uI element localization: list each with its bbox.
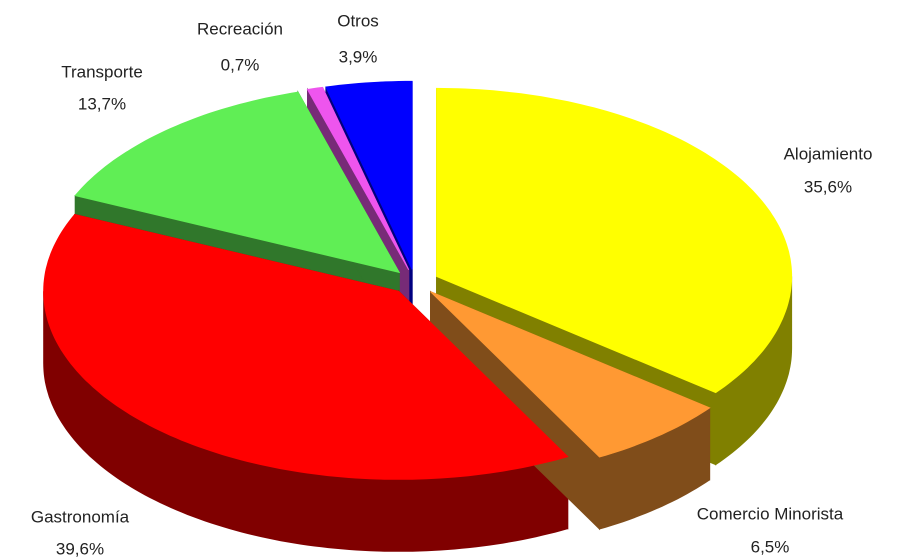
slice-value: 6,5%	[751, 537, 790, 556]
slice-value: 35,6%	[804, 177, 852, 196]
slice-label: Transporte	[61, 62, 143, 81]
slice	[325, 80, 413, 270]
slice-value: 13,7%	[78, 94, 126, 113]
slice	[43, 213, 569, 480]
slice-label: Recreación	[197, 19, 283, 38]
slice	[430, 291, 711, 458]
slice-value: 0,7%	[221, 55, 260, 74]
slice-label: Alojamiento	[784, 144, 873, 163]
slice-value: 39,6%	[56, 539, 104, 558]
slice	[306, 86, 410, 270]
slice	[436, 87, 793, 394]
slice-label: Gastronomía	[31, 507, 130, 526]
slice-label: Otros	[337, 11, 379, 30]
slice-value: 3,9%	[339, 47, 378, 66]
slice	[74, 91, 401, 274]
slice-label: Comercio Minorista	[697, 504, 844, 523]
